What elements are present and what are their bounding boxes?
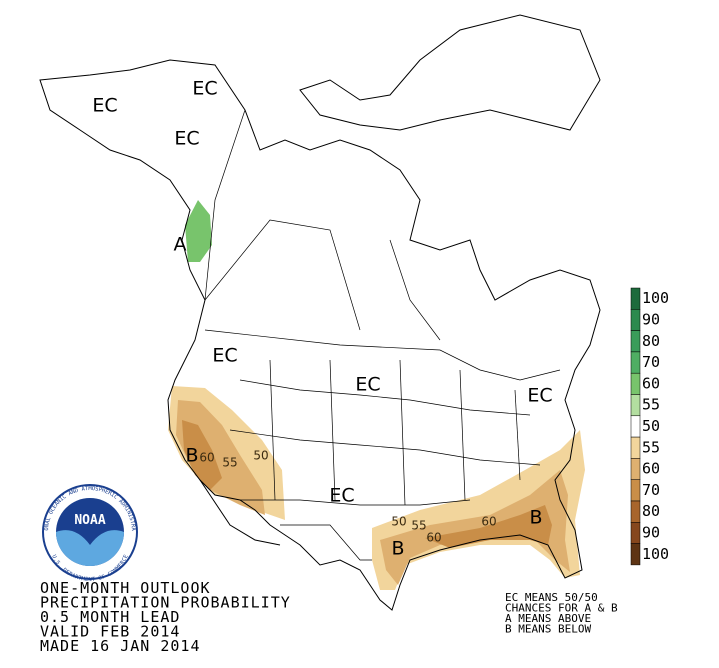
logo-ring: NATIONAL OCEANIC AND ATMOSPHERIC ADMINIS… bbox=[0, 0, 136, 532]
footer-line: PRECIPITATION PROBABILITY bbox=[40, 594, 291, 612]
noaa-logo: NOAA NATIONAL OCEANIC AND ATMOSPHERIC AD… bbox=[0, 0, 138, 583]
map-label: B bbox=[391, 538, 404, 560]
map-label: A bbox=[174, 234, 187, 256]
map-label: EC bbox=[92, 95, 117, 117]
contour-label: 60 bbox=[481, 515, 496, 529]
footer-line: 0.5 MONTH LEAD bbox=[40, 608, 180, 626]
map-label: B bbox=[185, 445, 198, 467]
legend-label: 55 bbox=[642, 396, 660, 414]
legend-swatch bbox=[630, 543, 641, 566]
legend-label: 100 bbox=[642, 545, 669, 563]
contour-label: 55 bbox=[222, 456, 237, 470]
map-label: EC bbox=[212, 345, 237, 367]
legend-label: 80 bbox=[642, 332, 660, 350]
footer-line: MADE 16 JAN 2014 bbox=[40, 637, 201, 655]
shading bbox=[168, 200, 585, 590]
borders bbox=[204, 109, 561, 561]
legend-swatch bbox=[630, 287, 641, 310]
logo-name: NOAA bbox=[74, 513, 105, 528]
legend-swatch bbox=[630, 458, 641, 480]
legend-swatch bbox=[630, 394, 641, 417]
map-label: EC bbox=[329, 485, 354, 507]
legend-swatch bbox=[630, 479, 641, 502]
legend-swatch bbox=[630, 500, 641, 523]
legend-label: 100 bbox=[642, 289, 669, 307]
legend-swatch bbox=[630, 309, 641, 331]
legend-label: 50 bbox=[642, 417, 660, 435]
contour-label: 50 bbox=[253, 449, 268, 463]
legend-label: 55 bbox=[642, 438, 660, 456]
footer-line: VALID FEB 2014 bbox=[40, 623, 180, 641]
map-label: EC bbox=[174, 128, 199, 150]
legend-label: 70 bbox=[642, 353, 660, 371]
contour-label: 55 bbox=[411, 519, 426, 533]
legend-swatch bbox=[630, 372, 641, 395]
legend-label: 90 bbox=[642, 310, 660, 328]
contour-label: 60 bbox=[199, 451, 214, 465]
legend-label: 60 bbox=[642, 374, 660, 392]
footer-line: ONE-MONTH OUTLOOK bbox=[40, 579, 211, 597]
note-line: EC MEANS 50/50 bbox=[505, 591, 598, 604]
note-line: A MEANS ABOVE bbox=[505, 612, 591, 625]
note-line: CHANCES FOR A & B bbox=[505, 602, 618, 615]
legend: 100 90 80 70 60 55 50 55 60 70 80 90 100 bbox=[630, 287, 669, 566]
map-label: B bbox=[529, 507, 542, 529]
legend-label: 90 bbox=[642, 523, 660, 541]
legend-label: 70 bbox=[642, 481, 660, 499]
map-label: EC bbox=[192, 78, 217, 100]
note-line: B MEANS BELOW bbox=[505, 623, 591, 636]
legend-label: 60 bbox=[642, 460, 660, 478]
legend-swatch bbox=[630, 415, 641, 438]
legend-swatch bbox=[630, 522, 641, 544]
legend-swatch bbox=[630, 351, 641, 374]
contour-label: 60 bbox=[426, 531, 441, 545]
legend-swatch bbox=[630, 330, 641, 353]
logo-ring-top: NATIONAL OCEANIC AND ATMOSPHERIC ADMINIS… bbox=[0, 0, 136, 532]
map-label: EC bbox=[527, 385, 552, 407]
contour-label: 50 bbox=[391, 515, 406, 529]
coastline bbox=[39, 14, 601, 611]
legend-swatch bbox=[630, 436, 641, 459]
legend-label: 80 bbox=[642, 502, 660, 520]
map-label: EC bbox=[355, 374, 380, 396]
